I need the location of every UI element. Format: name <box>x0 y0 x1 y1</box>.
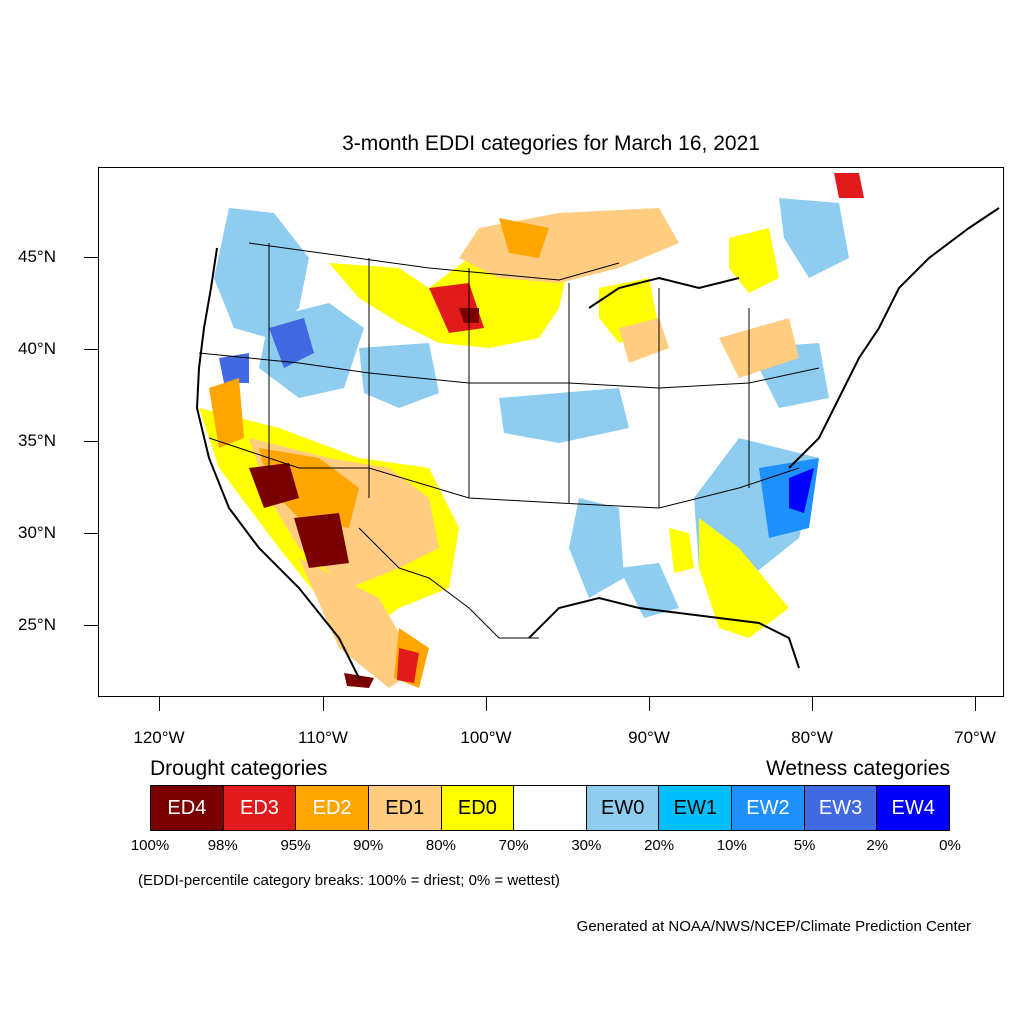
lon-tick <box>975 697 976 711</box>
legend-break-label: 0% <box>939 837 961 854</box>
lon-tick <box>159 697 160 711</box>
map-boundaries <box>198 242 820 639</box>
legend-break-label: 80% <box>425 837 456 854</box>
lat-label: 35°N <box>18 431 56 450</box>
lon-label: 120°W <box>133 728 185 747</box>
lat-tick <box>84 625 98 626</box>
legend-swatch-ew2: EW2 <box>732 786 805 830</box>
legend-swatch-ew0: EW0 <box>586 786 660 830</box>
lon-label: 80°W <box>791 728 833 747</box>
legend-break-label: 20% <box>644 837 675 854</box>
legend-swatch-ew1: EW1 <box>659 786 733 830</box>
strong-wetness-regions <box>219 318 819 538</box>
lat-label: 25°N <box>18 615 56 634</box>
legend-break-label: 100% <box>130 837 170 854</box>
wetness-categories-heading: Wetness categories <box>765 757 950 780</box>
lon-tick <box>649 697 650 711</box>
lat-tick <box>84 257 98 258</box>
legend-swatch-ed3: ED3 <box>223 786 297 830</box>
legend-break-label: 5% <box>793 837 816 854</box>
lon-tick <box>486 697 487 711</box>
category-legend: ED4 ED3 ED2 ED1 ED0 EW0 EW1 EW2 EW3 EW4 <box>150 785 950 831</box>
legend-break-label: 98% <box>207 837 238 854</box>
legend-swatch-ed4: ED4 <box>151 786 224 830</box>
lat-tick <box>84 349 98 350</box>
legend-break-label: 30% <box>571 837 602 854</box>
legend-break-label: 95% <box>280 837 311 854</box>
lon-label: 110°W <box>298 728 348 747</box>
lat-label: 40°N <box>18 339 56 358</box>
legend-break-label: 10% <box>716 837 747 854</box>
legend-swatch-ed2: ED2 <box>296 786 369 830</box>
lon-label: 90°W <box>628 728 670 747</box>
coastline <box>195 207 1000 679</box>
eddi-map-graphic <box>195 173 1000 688</box>
lon-tick <box>812 697 813 711</box>
lon-tick <box>323 697 324 711</box>
lon-label: 70°W <box>954 728 996 747</box>
lat-label: 45°N <box>18 247 56 266</box>
lat-tick <box>84 441 98 442</box>
map-area <box>98 167 1004 697</box>
legend-break-label: 90% <box>353 837 384 854</box>
legend-swatch-neutral <box>514 786 587 830</box>
legend-break-label: 70% <box>498 837 529 854</box>
lon-label: 100°W <box>460 728 512 747</box>
legend-swatch-ed1: ED1 <box>368 786 442 830</box>
lat-tick <box>84 533 98 534</box>
legend-swatch-ew3: EW3 <box>804 786 878 830</box>
drought-ed4-regions <box>249 308 479 688</box>
map-title: 3-month EDDI categories for March 16, 20… <box>342 132 760 155</box>
drought-categories-heading: Drought categories <box>150 757 328 780</box>
legend-swatch-ed0: ED0 <box>441 786 515 830</box>
legend-swatch-ew4: EW4 <box>877 786 950 830</box>
lat-label: 30°N <box>18 523 56 542</box>
legend-note: (EDDI-percentile category breaks: 100% =… <box>138 872 560 889</box>
credit-line: Generated at NOAA/NWS/NCEP/Climate Predi… <box>576 918 971 935</box>
legend-break-label: 2% <box>866 837 889 854</box>
